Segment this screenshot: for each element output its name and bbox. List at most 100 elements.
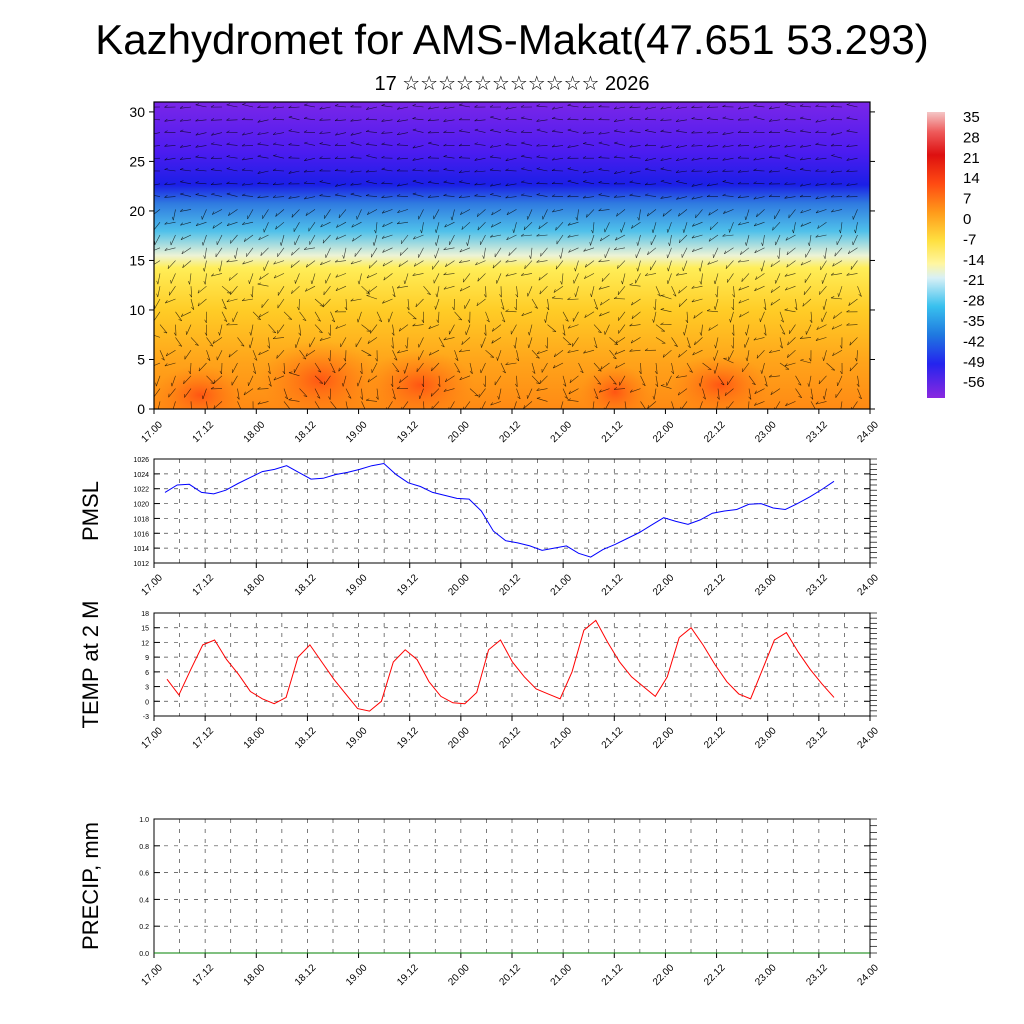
wind-arrow [846,130,858,133]
wind-arrow-head [288,371,293,373]
wind-arrow [354,247,362,257]
wind-arrow-head [699,281,702,285]
wind-arrow-head [474,105,478,108]
wind-arrow [678,285,688,294]
wind-arrow [598,182,610,185]
warm-spot [155,365,245,409]
x-tick-label: 19.12 [395,419,421,445]
wind-arrow-head [682,229,685,233]
wind-arrow [366,170,378,173]
y-tick-label: -3 [143,714,149,721]
wind-arrow [647,247,657,255]
wind-arrow-head [443,143,447,147]
wind-arrow-head [741,278,743,282]
wind-arrow-head [724,392,727,396]
wind-arrow-head [319,337,323,341]
wind-arrow [184,350,192,360]
wind-arrow-head [155,382,157,387]
wind-arrow [490,401,502,406]
wind-arrow-head [645,106,649,110]
wind-arrow-head [779,345,783,349]
wind-arrow-head [335,132,339,136]
wind-arrow-head [198,367,201,372]
wind-arrow [785,401,796,407]
wind-arrow [614,156,626,159]
wind-arrow-head [598,193,603,196]
wind-arrow [784,155,796,159]
wind-arrow [815,157,827,160]
wind-arrow [815,119,827,123]
wind-arrow [820,260,827,271]
wind-arrow-head [722,233,726,237]
wind-arrow [598,194,610,197]
wind-arrow [195,119,207,122]
wind-arrow-head [815,337,819,341]
wind-arrow [700,273,703,285]
x-tick-label: 23.00 [753,962,779,988]
wind-arrow [306,260,316,268]
wind-arrow-head [787,354,789,358]
wind-arrow [800,337,812,339]
wind-arrow-head [754,249,757,253]
x-tick-label: 23.00 [753,725,779,751]
wind-arrow-head [799,129,804,132]
wind-arrow [699,375,703,387]
wind-arrow [429,349,440,356]
wind-arrow [165,298,176,304]
wind-arrow [242,145,254,147]
wind-arrow [738,298,750,304]
wind-arrow-head [456,370,461,373]
wind-arrow [682,260,688,272]
wind-arrow-head [322,303,325,308]
wind-arrow-head [523,405,526,409]
wind-arrow [345,298,348,310]
wind-arrow [810,401,816,409]
wind-arrow-head [536,155,540,158]
wind-arrow-head [480,344,482,348]
wind-arrow-head [350,182,354,186]
wind-arrow [723,358,734,364]
wind-arrow [722,181,734,185]
wind-arrow-head [412,323,416,327]
wind-arrow-head [165,352,169,357]
wind-arrow-head [536,128,541,131]
wind-arrow-head [598,167,602,170]
wind-arrow-head [304,196,308,200]
wind-arrow-head [304,158,308,162]
wind-arrow-head [652,319,654,323]
wind-arrow [756,349,765,359]
wind-arrow-head [846,194,850,198]
wind-arrow-head [180,313,184,317]
wind-arrow-head [164,144,168,147]
wind-arrow-head [582,105,587,108]
wind-arrow-head [600,301,603,306]
wind-arrow [428,196,440,198]
wind-arrow [314,298,324,307]
wind-arrow [586,209,595,218]
wind-arrow-head [149,184,152,186]
wind-arrow-head [474,169,478,173]
wind-arrow-head [223,306,227,310]
x-tick-label: 22.00 [651,572,677,598]
wind-arrow [598,142,610,146]
wind-arrow [268,337,271,349]
wind-arrow-head [228,353,231,358]
wind-arrow [398,260,409,268]
wind-arrow-head [226,192,231,195]
wind-arrow-head [305,263,308,268]
wind-arrow-head [807,242,810,246]
wind-arrow-head [203,255,206,259]
wind-arrow-head [297,306,300,311]
wind-arrow [154,234,161,245]
wind-arrow [268,362,271,374]
wind-arrow-head [191,306,195,310]
wind-arrow-head [257,132,261,135]
wind-arrow [268,375,272,387]
wind-arrow-head [807,383,810,387]
x-tick-label: 21.00 [549,962,575,988]
colorbar-label: -28 [963,293,985,310]
wind-arrow-head [584,263,587,268]
